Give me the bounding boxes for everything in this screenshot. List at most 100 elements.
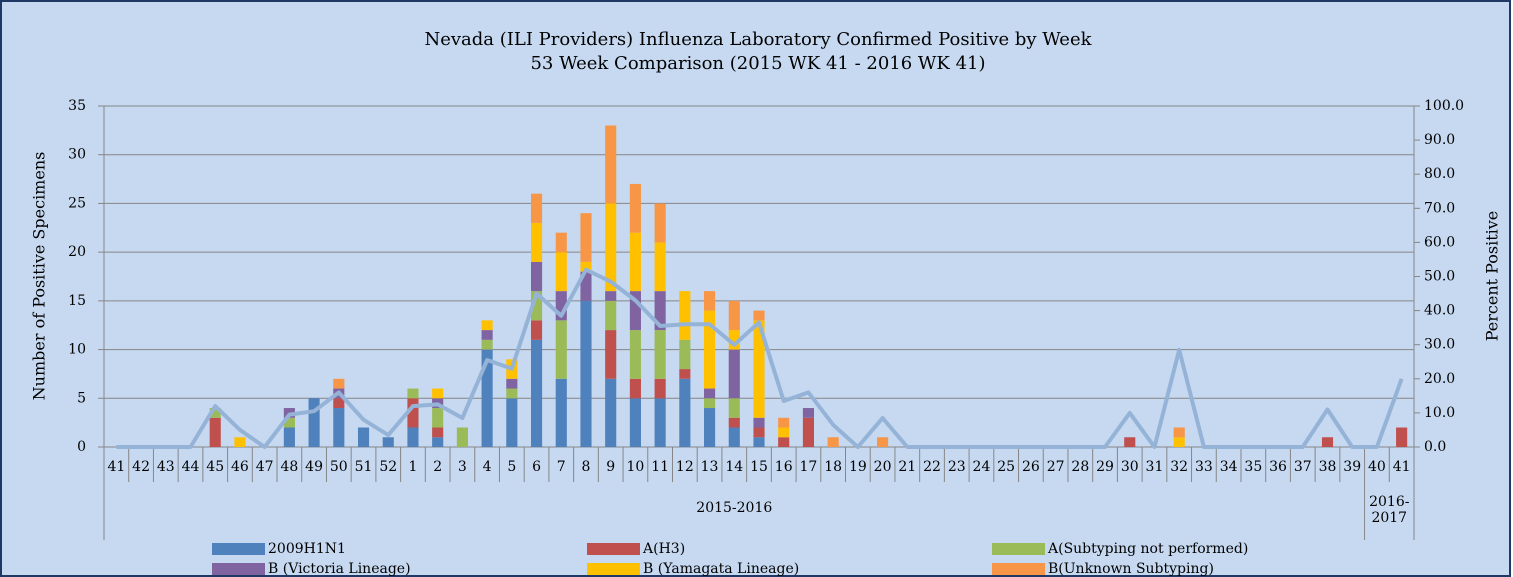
bar-segment [506,388,518,399]
chart-subtitle: 53 Week Comparison (2015 WK 41 - 2016 WK… [530,53,985,74]
bar-segment [234,437,246,447]
bar-segment [728,330,740,350]
bar-segment [704,388,716,399]
y2-tick-label: 20.0 [1424,371,1455,387]
x-tick-label: 50 [330,459,348,475]
y2-tick-label: 70.0 [1424,200,1455,216]
x-tick-label: 19 [849,459,867,475]
y-tick-label: 0 [77,439,86,455]
bar-segment [555,378,567,447]
bar-segment [530,291,543,321]
x-tick-label: 1 [409,459,418,475]
x-tick-label: 5 [507,459,516,475]
x-tick-label: 41 [107,459,125,475]
y2-tick-label: 100.0 [1424,98,1464,114]
x-tick-label: 28 [1071,459,1089,475]
x-tick-label: 46 [231,459,249,475]
bar-segment [382,437,394,447]
bar-segment [654,242,666,292]
bar-segment [530,261,543,292]
legend-label: 2009H1N1 [268,541,346,557]
x-tick-label: 13 [701,459,719,475]
x-tick-label: 40 [1368,459,1386,475]
bar-segment [704,408,716,447]
bar-segment [728,300,740,331]
bar-segment [555,320,567,379]
bar-segment [506,398,518,447]
y2-axis-label: Percent Positive [1483,211,1502,342]
bar-segment [357,427,370,447]
x-tick-label: 16 [775,459,793,475]
x-tick-label: 22 [923,459,941,475]
x-tick-label: 29 [1096,459,1114,475]
bar-segment [679,369,691,379]
bar-segment [1173,437,1185,447]
bar-segment [629,330,641,379]
bar-segment [530,320,543,340]
bar-segment [654,378,666,399]
bar-segment [580,300,592,447]
legend-swatch [587,543,640,555]
bar-segment [209,408,221,418]
x-tick-label: 41 [1393,459,1411,475]
x-tick-label: 42 [132,459,150,475]
bar-segment [728,427,740,447]
x-tick-label: 44 [182,459,200,475]
legend-swatch [212,543,265,555]
x-tick-label: 18 [824,459,842,475]
bar-segment [530,222,543,262]
legend-label: A(H3) [642,541,685,557]
x-tick-label: 52 [379,459,397,475]
y-tick-label: 35 [68,98,86,114]
legend-swatch [992,543,1045,555]
bar-segment [778,427,790,438]
x-tick-label: 37 [1294,459,1312,475]
bar-segment [728,349,740,399]
category-group-label: 2016-2017 [1369,494,1410,526]
legend-label: B(Unknown Subtyping) [1048,561,1214,577]
percent-line [116,267,1404,449]
x-tick-label: 32 [1170,459,1188,475]
bar-segment [753,310,765,321]
bar-segment [753,320,765,418]
bar-segment [580,261,592,272]
bar-segment [802,408,814,418]
x-tick-label: 12 [676,459,694,475]
bar-segment [629,183,641,233]
y-tick-label: 20 [68,244,86,260]
bar-segment [333,378,345,389]
x-tick-label: 24 [973,459,991,475]
bar-segment [605,203,617,292]
x-tick-label: 27 [1047,459,1065,475]
y-tick-label: 5 [77,390,86,406]
y2-tick-label: 0.0 [1424,439,1446,455]
bar-segment [778,417,790,428]
x-tick-label: 14 [725,459,743,475]
x-tick-label: 36 [1269,459,1287,475]
bar-segment [778,437,790,447]
x-tick-label: 4 [483,459,492,475]
bar-segment [1124,437,1136,447]
bar-segment [704,398,716,409]
bar-segment [1173,427,1185,438]
bar-segment [333,398,345,409]
x-tick-label: 9 [606,459,615,475]
bar-segment [555,291,567,321]
bar-segment [481,349,493,447]
y2-tick-label: 60.0 [1424,234,1455,250]
bar-segment [432,437,444,447]
x-tick-label: 11 [651,459,669,475]
x-tick-label: 8 [582,459,591,475]
bar-segment [679,339,691,370]
bar-segment [704,291,716,311]
bar-segment [580,213,592,262]
x-tick-label: 23 [948,459,966,475]
bar-segment [753,437,765,447]
bar-segment [1396,427,1408,447]
x-tick-label: 21 [898,459,916,475]
category-group-label: 2015-2016 [696,500,773,516]
y2-tick-label: 50.0 [1424,269,1455,285]
y2-tick-label: 30.0 [1424,337,1455,353]
bar-segment [605,378,617,447]
